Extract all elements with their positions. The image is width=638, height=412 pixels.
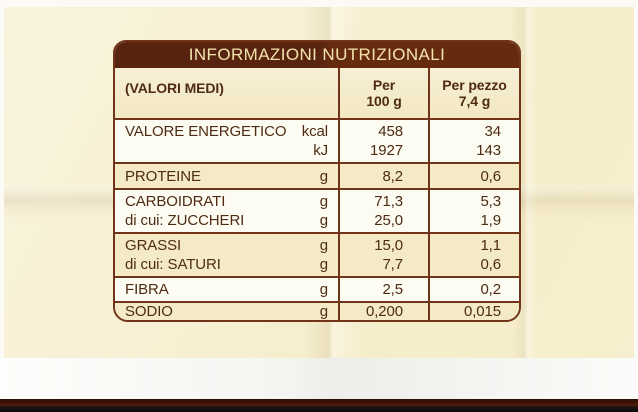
per-piece-header: Per pezzo 7,4 g	[428, 68, 519, 118]
nutrient-name-cell: FIBRA g	[115, 278, 338, 301]
nutrient-name-cell: PROTEINE g	[115, 164, 338, 188]
nutrient-name-cell: GRASSI g di cui: SATURI g	[115, 234, 338, 276]
value-per-100g: 71,3 25,0	[338, 190, 428, 232]
nutrient-name: CARBOIDRATI	[125, 193, 226, 210]
value-per-piece: 0,015	[428, 303, 519, 320]
nutrient-name-cell: CARBOIDRATI g di cui: ZUCCHERI g	[115, 190, 338, 232]
nutrient-name: SODIO	[125, 303, 173, 320]
column-header-row: (VALORI MEDI) Per 100 g Per pezzo 7,4 g	[115, 68, 519, 118]
value-per-piece: 0,2	[428, 278, 519, 301]
value-per-100g: 8,2	[338, 164, 428, 188]
value-per-piece: 0,6	[428, 164, 519, 188]
nutrition-row-valore-energetico: VALORE ENERGETICO kcal kJ 458 1927 34 143	[115, 118, 519, 162]
background-shadow-strip	[0, 406, 638, 412]
nutrition-row-fibra: FIBRA g 2,5 0,2	[115, 276, 519, 301]
nutrition-row-carboidrati: CARBOIDRATI g di cui: ZUCCHERI g 71,3 25,0…	[115, 188, 519, 232]
value-per-piece: 34 143	[428, 120, 519, 162]
value-per-piece: 5,3 1,9	[428, 190, 519, 232]
unit-label: g	[319, 167, 328, 185]
nutrition-row-sodio: SODIO g 0,200 0,015	[115, 301, 519, 320]
nutrient-name: PROTEINE	[125, 167, 201, 185]
unit-label: g	[319, 281, 328, 298]
nutrient-name: VALORE ENERGETICO	[125, 123, 287, 140]
unit-label: g	[319, 303, 328, 320]
value-per-100g: 0,200	[338, 303, 428, 320]
nutrient-name: GRASSI	[125, 237, 182, 254]
value-per-100g: 2,5	[338, 278, 428, 301]
nutrition-row-grassi: GRASSI g di cui: SATURI g 15,0 7,7 1,1 0,6	[115, 232, 519, 276]
unit-label: kJ	[313, 142, 328, 159]
nutrient-name: FIBRA	[125, 281, 169, 298]
value-per-100g: 458 1927	[338, 120, 428, 162]
nutrition-row-proteine: PROTEINE g 8,2 0,6	[115, 162, 519, 188]
value-per-piece: 1,1 0,6	[428, 234, 519, 276]
per-100g-header: Per 100 g	[338, 68, 428, 118]
nutrient-name-cell: SODIO g	[115, 303, 338, 320]
unit-label: g	[319, 193, 328, 210]
package-bottom-edge	[0, 399, 638, 406]
valori-medi-label: (VALORI MEDI)	[125, 80, 224, 96]
nutrition-table: INFORMAZIONI NUTRIZIONALI (VALORI MEDI) …	[113, 40, 521, 322]
unit-label: g	[319, 212, 328, 229]
value-per-100g: 15,0 7,7	[338, 234, 428, 276]
valori-medi-header: (VALORI MEDI)	[115, 68, 338, 118]
surface-below-package	[0, 358, 638, 399]
unit-label: g	[319, 237, 328, 254]
nutrition-table-title: INFORMAZIONI NUTRIZIONALI	[115, 42, 519, 68]
nutrient-subname: di cui: SATURI	[125, 256, 221, 273]
unit-label: kcal	[301, 123, 328, 140]
unit-label: g	[319, 256, 328, 273]
nutrient-name-cell: VALORE ENERGETICO kcal kJ	[115, 120, 338, 162]
nutrient-subname: di cui: ZUCCHERI	[125, 212, 245, 229]
